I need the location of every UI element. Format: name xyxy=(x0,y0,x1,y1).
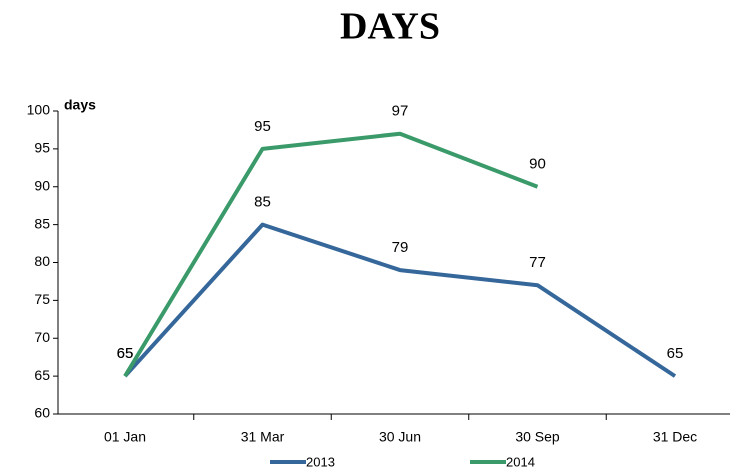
y-tick-label: 95 xyxy=(34,140,50,156)
x-tick-label: 30 Sep xyxy=(515,429,560,445)
x-tick-label: 31 Mar xyxy=(241,429,285,445)
y-tick-label: 70 xyxy=(34,329,50,345)
chart-title: DAYS xyxy=(340,6,440,48)
legend-label: 2014 xyxy=(506,454,535,469)
y-tick-label: 85 xyxy=(34,215,50,231)
data-label: 65 xyxy=(117,345,134,362)
y-axis-label: days xyxy=(64,97,96,113)
data-label: 65 xyxy=(667,345,684,362)
x-tick-label: 30 Jun xyxy=(379,429,421,445)
x-tick-label: 01 Jan xyxy=(104,429,146,445)
y-tick-label: 75 xyxy=(34,291,50,307)
x-tick-label: 31 Dec xyxy=(653,429,697,445)
series-line xyxy=(123,222,677,378)
data-label: 90 xyxy=(529,156,546,173)
y-tick-label: 90 xyxy=(34,177,50,193)
data-label: 97 xyxy=(392,103,409,120)
data-label: 65 xyxy=(117,345,134,362)
data-label: 79 xyxy=(392,239,409,256)
data-label: 95 xyxy=(254,118,271,135)
data-label: 77 xyxy=(529,254,546,271)
y-tick-label: 60 xyxy=(34,405,50,421)
y-tick-label: 65 xyxy=(34,367,50,383)
data-label: 85 xyxy=(254,194,271,211)
y-tick-label: 100 xyxy=(27,102,51,118)
series-line xyxy=(123,131,539,378)
legend-label: 2013 xyxy=(306,454,335,469)
y-tick-label: 80 xyxy=(34,253,50,269)
